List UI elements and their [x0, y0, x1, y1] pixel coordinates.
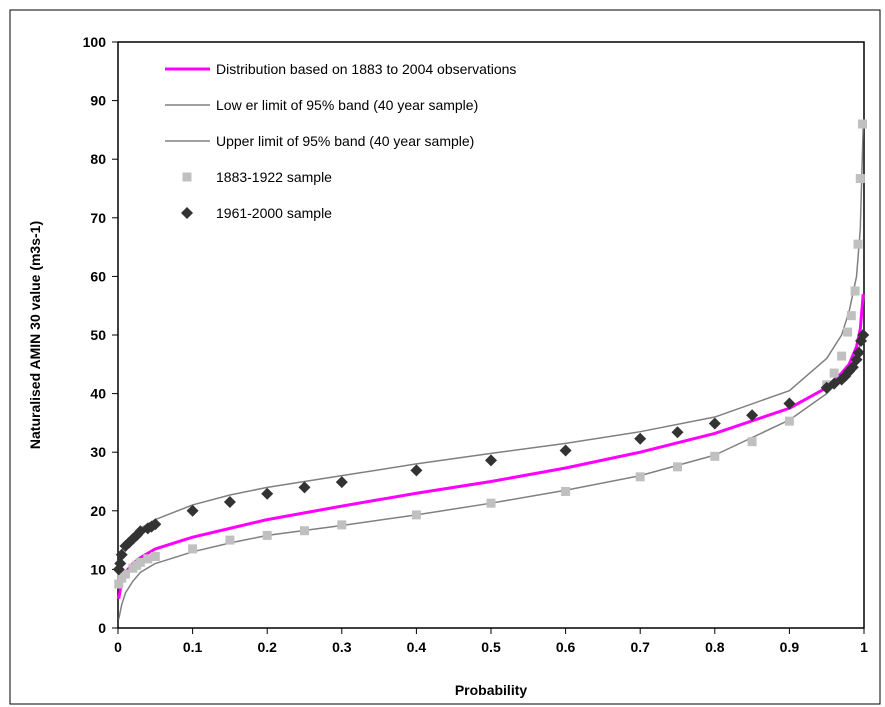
y-tick-label: 20: [90, 503, 106, 519]
legend: Distribution based on 1883 to 2004 obser…: [165, 61, 516, 221]
series-4: [112, 329, 870, 576]
sample-1883-point: [114, 579, 124, 589]
y-tick-label: 80: [90, 151, 106, 167]
sample-1961-point: [746, 409, 759, 422]
x-tick-label: 0.9: [780, 639, 800, 655]
legend-item: Upper limit of 95% band (40 year sample): [165, 133, 474, 149]
x-tick-label: 0.2: [257, 639, 277, 655]
sample-1883-point: [337, 520, 347, 530]
x-tick-label: 0.4: [407, 639, 427, 655]
sample-1883-point: [225, 535, 235, 545]
y-tick-label: 30: [90, 444, 106, 460]
sample-1883-point: [635, 472, 645, 482]
legend-item: Distribution based on 1883 to 2004 obser…: [165, 61, 516, 77]
sample-1883-point: [120, 569, 130, 579]
sample-1883-point: [829, 368, 839, 378]
sample-1883-point: [143, 554, 153, 564]
sample-1883-point: [784, 416, 794, 426]
legend-label: Upper limit of 95% band (40 year sample): [216, 133, 474, 149]
sample-1961-point: [114, 557, 127, 570]
legend-label: 1883-1922 sample: [216, 169, 332, 185]
sample-1883-point: [150, 552, 160, 562]
sample-1961-point: [708, 417, 721, 430]
legend-swatch: [181, 207, 193, 219]
sample-1883-point: [411, 510, 421, 520]
sample-1883-point: [747, 437, 757, 447]
x-tick-label: 1: [860, 639, 868, 655]
sample-1961-point: [115, 548, 128, 561]
sample-1883-point: [486, 498, 496, 508]
legend-swatch: [182, 172, 192, 182]
sample-1961-point: [410, 464, 423, 477]
sample-1883-point: [188, 544, 198, 554]
plot-area: [117, 41, 865, 629]
y-tick-label: 40: [90, 386, 106, 402]
sample-1961-point: [223, 496, 236, 509]
x-tick-label: 0.5: [481, 639, 501, 655]
sample-1961-point: [857, 329, 870, 341]
x-tick-label: 0.6: [556, 639, 576, 655]
legend-label: 1961-2000 sample: [216, 205, 332, 221]
legend-item: Low er limit of 95% band (40 year sample…: [165, 97, 478, 113]
sample-1883-point: [673, 462, 682, 472]
x-axis: 0 0.1 0.2 0.3 0.4 0.5 0.6 0.7 0.8 0.9 1: [114, 628, 868, 655]
sample-1961-point: [559, 444, 572, 457]
y-tick-label: 0: [98, 620, 106, 636]
sample-1883-point: [843, 327, 853, 337]
sample-1961-point: [783, 397, 796, 410]
legend-item: 1883-1922 sample: [182, 169, 332, 185]
x-tick-label: 0.3: [332, 639, 352, 655]
sample-1883-point: [300, 526, 309, 536]
y-tick-label: 60: [90, 268, 106, 284]
sample-1961-point: [634, 432, 647, 445]
y-tick-label: 100: [83, 34, 107, 50]
sample-1961-point: [298, 481, 311, 494]
sample-1961-point: [852, 346, 865, 359]
sample-1961-point: [149, 518, 162, 531]
series-layer: [112, 119, 870, 620]
sample-1961-point: [335, 476, 348, 489]
y-tick-label: 90: [90, 93, 106, 109]
sample-1883-point: [853, 239, 863, 249]
sample-1883-point: [262, 530, 272, 540]
sample-1883-point: [858, 119, 868, 129]
sample-1883-point: [561, 486, 571, 496]
sample-1961-point: [261, 487, 274, 500]
legend-label: Low er limit of 95% band (40 year sample…: [216, 97, 478, 113]
y-tick-label: 50: [90, 327, 106, 343]
x-tick-label: 0: [114, 639, 122, 655]
y-tick-label: 10: [90, 561, 106, 577]
y-tick-label: 70: [90, 210, 106, 226]
sample-1961-point: [485, 454, 497, 467]
x-tick-label: 0.1: [183, 639, 203, 655]
y-axis-title: Naturalised AMIN 30 value (m3s-1): [27, 221, 43, 449]
legend-item: 1961-2000 sample: [181, 205, 332, 221]
legend-label: Distribution based on 1883 to 2004 obser…: [216, 61, 516, 77]
sample-1961-point: [119, 539, 132, 552]
y-axis: 0 10 20 30 40 50 60 70 80 90 100: [83, 34, 118, 636]
sample-1883-point: [837, 351, 847, 361]
sample-1883-point: [135, 557, 145, 567]
x-tick-label: 0.8: [705, 639, 725, 655]
series-3: [114, 119, 868, 589]
sample-1961-point: [186, 504, 199, 517]
x-tick-label: 0.7: [630, 639, 650, 655]
sample-1883-point: [710, 451, 720, 461]
sample-1883-point: [855, 174, 865, 184]
sample-1883-point: [846, 311, 856, 321]
sample-1883-point: [850, 286, 860, 296]
x-axis-title: Probability: [455, 682, 528, 698]
sample-1961-point: [671, 426, 684, 439]
